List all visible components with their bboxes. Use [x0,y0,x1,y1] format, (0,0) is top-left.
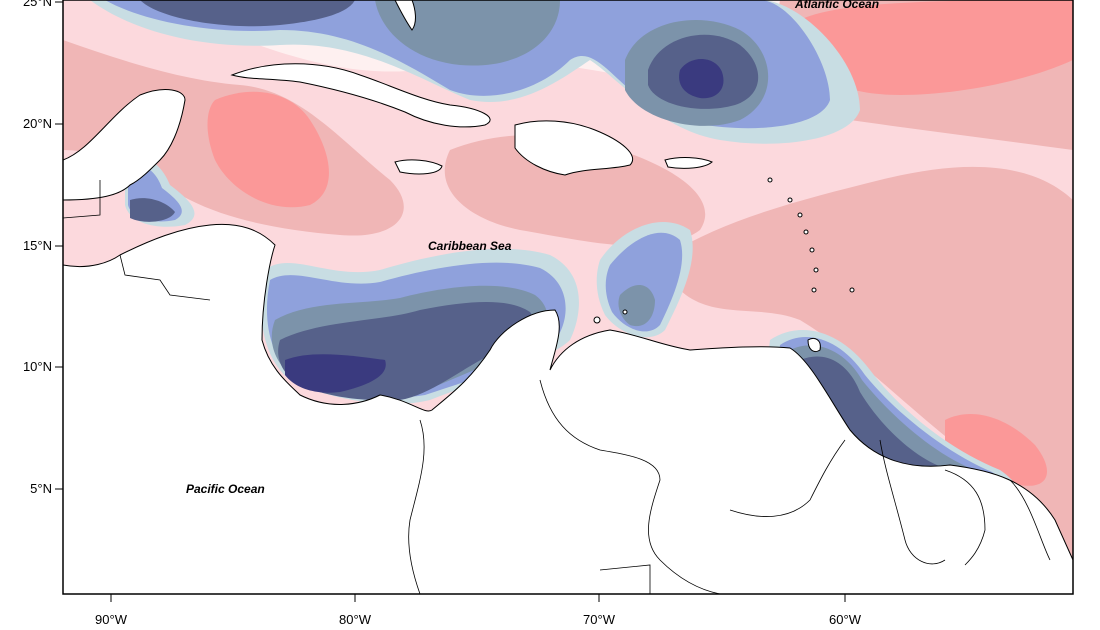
caribbean-sea-label: Caribbean Sea [428,239,512,253]
lat-tick-label: 10°N [23,359,52,374]
pacific-ocean-label: Pacific Ocean [186,482,265,496]
hispaniola-land [514,120,633,176]
positive-hispaniola [444,135,706,246]
longitude-axis: 90°W 80°W 70°W 60°W [95,594,862,627]
borders [62,180,1051,595]
lon-tick-label: 80°W [339,612,372,627]
puerto-rico-land [664,157,713,169]
lon-tick-label: 90°W [95,612,128,627]
lat-tick-label: 20°N [23,116,52,131]
lon-tick-label: 60°W [829,612,862,627]
moderate-negative-venezuela-tongue [618,284,655,327]
trinidad-land [807,337,821,353]
map-frame [62,0,1074,595]
positive-atlantic-east [660,166,1073,560]
yucatan-land [63,89,186,201]
moderate-negative-bahamas [375,0,560,66]
florida-land [394,0,416,31]
extreme-negative-panama [285,354,386,393]
strong-negative-yucatan [130,198,175,222]
lat-tick-label: 15°N [23,238,52,253]
lesser-antilles [593,177,855,324]
land [63,0,1073,594]
strong-negative-gulf-north [140,0,355,27]
strong-positive-atlantic [800,0,1073,95]
lon-tick-label: 70°W [583,612,616,627]
strong-positive-gulf [207,91,329,208]
south-america-land [63,223,1073,594]
atlantic-ocean-label: Atlantic Ocean [794,0,879,11]
lat-tick-label: 25°N [23,0,52,9]
latitude-axis: 25°N 20°N 15°N 10°N 5°N [23,0,63,496]
strong-positive-east [945,414,1047,486]
extreme-negative-puerto-rico [679,58,724,99]
jamaica-land [394,159,443,175]
cuba-land [230,63,491,128]
lat-tick-label: 5°N [30,481,52,496]
